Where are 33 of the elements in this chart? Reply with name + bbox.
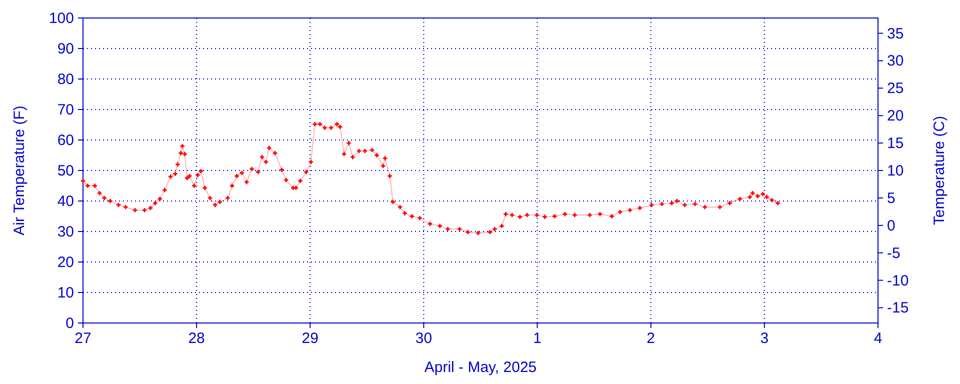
y2-tick-label: 25 — [887, 80, 904, 98]
y2-tick-label: 5 — [887, 190, 896, 207]
x-tick-label: 28 — [188, 330, 205, 347]
y-tick-label: 50 — [57, 162, 74, 180]
x-tick-label: 2 — [646, 330, 656, 347]
x-tick-label: 29 — [302, 330, 318, 347]
y-tick-label: 10 — [57, 284, 74, 302]
y-tick-label: 20 — [57, 254, 74, 271]
y2-tick-label: -10 — [887, 272, 909, 290]
x-tick-label: 3 — [760, 330, 769, 347]
y2-tick-label: 35 — [887, 25, 904, 42]
y-tick-label: 0 — [66, 315, 74, 332]
y2-axis-title: Temperature (C) — [931, 116, 948, 226]
x-tick-label: 4 — [874, 330, 882, 347]
y-tick-label: 60 — [57, 132, 74, 149]
y-tick-label: 90 — [57, 40, 74, 58]
y-tick-label: 30 — [57, 224, 74, 240]
y2-tick-label: 30 — [887, 52, 904, 70]
y2-tick-label: 10 — [887, 162, 904, 180]
x-tick-label: 30 — [415, 330, 432, 347]
y2-tick-label: -15 — [887, 300, 909, 317]
y-tick-label: 70 — [57, 102, 74, 118]
y2-tick-label: 15 — [887, 135, 904, 152]
y2-tick-label: 0 — [887, 217, 896, 234]
x-axis-title: April - May, 2025 — [424, 359, 537, 376]
y2-tick-label: -5 — [887, 244, 900, 262]
x-tick-label: 27 — [74, 330, 92, 347]
y-tick-label: 40 — [57, 193, 74, 210]
y-tick-label: 100 — [48, 10, 74, 27]
x-tick-label: 1 — [533, 330, 542, 347]
y-axis-title: Air Temperature (F) — [11, 106, 28, 236]
y2-tick-label: 20 — [887, 108, 904, 125]
y-tick-label: 80 — [57, 71, 74, 88]
